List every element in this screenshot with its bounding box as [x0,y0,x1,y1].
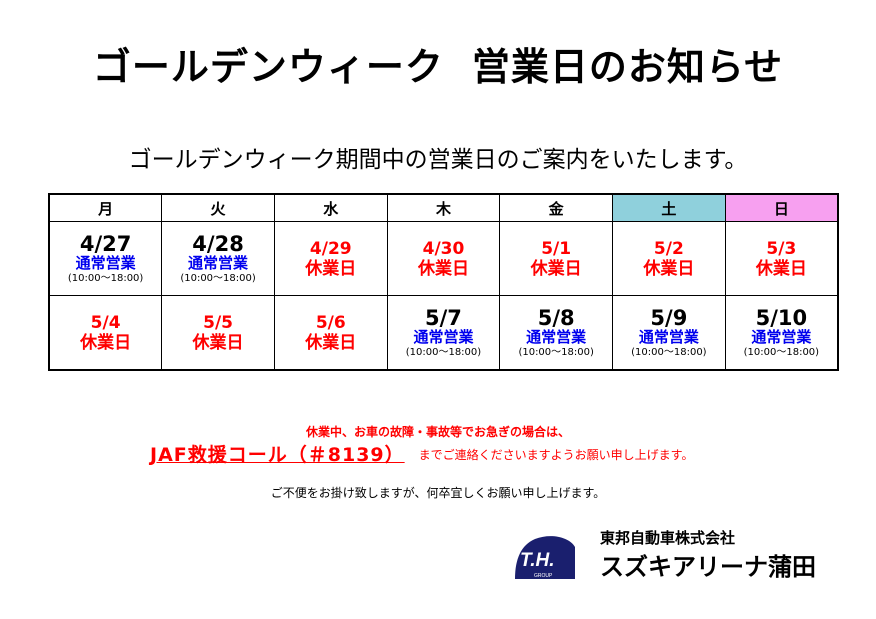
day-status: 通常営業 [188,253,249,272]
jaf-call-number: JAF救援コール（＃8139） [150,444,405,466]
day-status: 通常営業 [638,327,699,346]
week-row-1: 4/27 通常営業 (10:00～18:00) 4/28 通常営業 (10:00… [48,221,839,296]
day-date: 5/3 [766,238,797,259]
day-date: 5/4 [90,312,121,333]
logo-mark: T.H. [520,550,554,571]
week-row-2: 5/4 休業日 5/5 休業日 5/6 休業日 5/7 通常営業 (10:00～… [48,295,839,371]
day-status: 通常営業 [751,327,812,346]
weekday-fri: 金 [499,193,614,222]
day-cell-open: 5/7 通常営業 (10:00～18:00) [386,295,501,371]
weekday-header-row: 月 火 水 木 金 土 日 [48,193,839,222]
weekday-sun: 日 [724,193,839,222]
day-hours: (10:00～18:00) [631,346,707,358]
day-date: 5/1 [541,238,572,259]
day-date: 4/28 [192,231,244,256]
day-status: 休業日 [530,258,582,279]
weekday-mon: 月 [48,193,163,222]
day-status: 通常営業 [413,327,474,346]
day-hours: (10:00～18:00) [180,272,256,284]
weekday-thu: 木 [386,193,501,222]
company-block: 東邦自動車株式会社 スズキアリーナ蒲田 [600,528,860,584]
day-cell-open: 5/10 通常営業 (10:00～18:00) [724,295,839,371]
day-hours: (10:00～18:00) [405,346,482,358]
th-group-logo: T.H. GROUP [515,536,575,579]
day-cell-closed: 5/6 休業日 [273,295,388,371]
day-status: 休業日 [80,332,132,353]
logo-shape [515,536,575,579]
day-cell-closed: 5/4 休業日 [48,295,163,371]
logo-group-label: GROUP [534,573,553,579]
day-cell-closed: 4/30 休業日 [386,221,501,296]
day-status: 休業日 [417,258,469,279]
weekday-tue: 火 [161,193,275,222]
day-status: 休業日 [755,258,807,279]
day-cell-open: 5/9 通常営業 (10:00～18:00) [612,295,726,371]
title-notice: 営業日のお知らせ [471,45,784,89]
day-date: 4/27 [79,231,132,256]
day-cell-closed: 5/3 休業日 [724,221,839,296]
day-date: 4/29 [309,238,352,259]
day-hours: (10:00～18:00) [518,346,594,358]
jaf-notice: JAF救援コール（＃8139） までご連絡くださいますようお願い申し上げます。 [150,440,850,467]
day-cell-open: 5/8 通常営業 (10:00～18:00) [499,295,614,371]
day-cell-open: 4/28 通常営業 (10:00～18:00) [161,221,275,296]
day-date: 5/5 [203,312,233,333]
subtitle: ゴールデンウィーク期間中の営業日のご案内をいたします。 [128,147,748,173]
contact-request: までご連絡くださいますようお願い申し上げます。 [418,448,694,462]
day-cell-closed: 5/5 休業日 [161,295,275,371]
day-status: 休業日 [192,332,244,353]
day-status: 休業日 [305,332,357,353]
day-status: 通常営業 [75,253,136,272]
day-status: 休業日 [643,258,695,279]
weekday-sat: 土 [612,193,726,222]
day-status: 休業日 [305,258,357,279]
day-date: 4/30 [422,238,465,259]
day-hours: (10:00～18:00) [67,272,144,284]
day-cell-closed: 5/2 休業日 [612,221,726,296]
day-cell-closed: 5/1 休業日 [499,221,614,296]
title-event: ゴールデンウィーク [92,45,444,89]
day-date: 5/9 [650,305,688,330]
day-hours: (10:00～18:00) [743,346,820,358]
day-date: 5/8 [537,305,575,330]
day-date: 5/2 [653,238,684,259]
emergency-notice: 休業中、お車の故障・事故等でお急ぎの場合は、 [305,425,570,439]
dealer-name: スズキアリーナ蒲田 [600,553,816,581]
day-cell-closed: 4/29 休業日 [273,221,388,296]
day-status: 通常営業 [526,327,587,346]
day-cell-open: 4/27 通常営業 (10:00～18:00) [48,221,163,296]
apology-text: ご不便をお掛け致しますが、何卒宜しくお願い申し上げます。 [270,486,606,500]
day-date: 5/10 [755,305,808,330]
page-title: ゴールデンウィーク 営業日のお知らせ [0,36,876,91]
day-date: 5/6 [315,312,346,333]
day-date: 5/7 [425,305,462,330]
weekday-wed: 水 [273,193,388,222]
parent-company-name: 東邦自動車株式会社 [600,529,736,547]
business-calendar: 月 火 水 木 金 土 日 4/27 通常営業 (10:00～18:00) 4/… [48,193,839,371]
